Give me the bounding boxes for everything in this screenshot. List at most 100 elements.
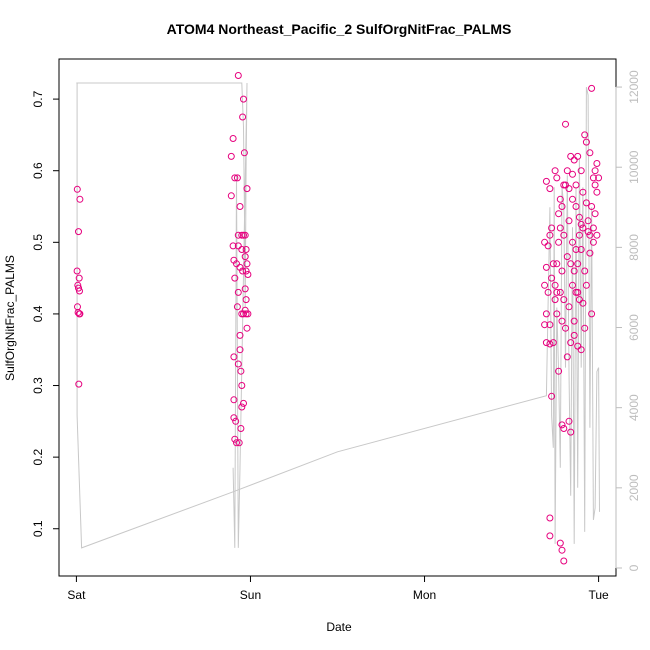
data-point: [234, 288, 242, 296]
data-point: [239, 113, 247, 121]
data-point: [570, 156, 578, 164]
data-point: [234, 72, 242, 79]
data-point: [581, 324, 589, 332]
data-point: [575, 296, 583, 304]
data-point: [569, 195, 576, 203]
data-point: [541, 281, 549, 289]
data-point: [582, 281, 590, 289]
y-tick-label: 0.4: [31, 305, 45, 322]
data-point: [242, 296, 250, 304]
data-point: [551, 296, 559, 304]
y2-axis: 0 2000 4000 6000 8000 10000 12000: [615, 70, 641, 571]
x-tick-label: Sat: [67, 588, 86, 602]
data-point: [572, 246, 580, 253]
data-point: [75, 228, 82, 236]
data-point: [240, 95, 247, 103]
data-point: [577, 246, 585, 253]
data-point: [589, 238, 597, 246]
data-point: [556, 195, 564, 203]
y2-tick-label: 6000: [627, 314, 641, 341]
data-point: [241, 231, 249, 239]
data-point: [242, 246, 250, 253]
data-point: [234, 242, 242, 250]
data-point: [233, 260, 240, 268]
data-point: [73, 267, 81, 275]
data-point: [549, 339, 557, 347]
data-point: [551, 281, 559, 289]
secondary-series: [76, 82, 600, 549]
data-point: [563, 253, 571, 261]
data-point: [560, 231, 568, 239]
data-point: [593, 188, 601, 196]
data-point: [569, 170, 576, 178]
data-point: [235, 439, 243, 447]
data-point: [548, 274, 556, 282]
data-point: [238, 246, 246, 253]
data-point: [553, 260, 561, 268]
y-tick-label: 0.2: [31, 448, 45, 465]
data-point: [240, 310, 247, 318]
data-point: [230, 396, 238, 404]
data-point: [239, 267, 247, 275]
y-tick-label: 0.6: [31, 162, 45, 179]
data-point: [588, 84, 596, 92]
y2-tick-label: 8000: [627, 234, 641, 261]
data-point: [236, 346, 244, 354]
data-point: [558, 317, 566, 325]
data-point: [541, 238, 549, 246]
data-point: [588, 203, 596, 210]
data-point: [229, 242, 237, 250]
data-point: [558, 546, 566, 554]
data-point: [244, 271, 252, 278]
data-point: [240, 149, 248, 157]
data-point: [591, 181, 599, 189]
x-tick-label: Mon: [413, 588, 436, 602]
data-point: [591, 167, 599, 175]
data-point: [74, 309, 82, 316]
data-point: [574, 152, 582, 160]
y-axis: 0.1 0.2 0.3 0.4 0.5 0.6 0.7: [31, 90, 60, 537]
data-point: [562, 120, 569, 128]
data-point: [243, 324, 251, 332]
data-point: [593, 231, 601, 239]
data-point: [586, 231, 594, 239]
data-point: [546, 514, 554, 522]
data-point: [243, 185, 251, 193]
data-point: [237, 425, 245, 432]
data-point: [546, 340, 554, 348]
data-point: [76, 195, 84, 203]
data-point: [241, 285, 249, 293]
y2-tick-label: 12000: [627, 70, 641, 104]
data-point: [556, 288, 564, 296]
y2-tick-label: 4000: [627, 394, 641, 421]
data-point: [586, 249, 594, 257]
data-point: [230, 414, 238, 422]
data-point: [565, 185, 573, 193]
data-point: [551, 167, 559, 175]
data-point: [565, 303, 573, 311]
data-point: [234, 360, 242, 368]
data-point: [541, 321, 549, 329]
data-point: [595, 174, 603, 182]
data-point: [555, 238, 563, 246]
x-axis: Sat Sun Mon Tue: [67, 575, 609, 602]
data-point: [236, 203, 244, 210]
data-point: [574, 288, 582, 296]
data-point: [581, 267, 589, 275]
data-point: [242, 267, 250, 275]
data-point: [233, 439, 240, 447]
y2-tick-label: 0: [627, 564, 641, 571]
data-point: [233, 303, 241, 311]
data-point: [243, 260, 251, 268]
data-point: [558, 267, 566, 275]
data-point: [567, 339, 575, 347]
data-point: [542, 177, 550, 185]
data-point: [233, 174, 241, 182]
data-point: [569, 281, 576, 289]
data-point: [548, 392, 556, 400]
data-point: [542, 339, 550, 347]
data-point: [567, 428, 575, 436]
data-point: [563, 353, 571, 361]
data-point: [553, 310, 561, 318]
x-axis-label: Date: [326, 620, 352, 634]
